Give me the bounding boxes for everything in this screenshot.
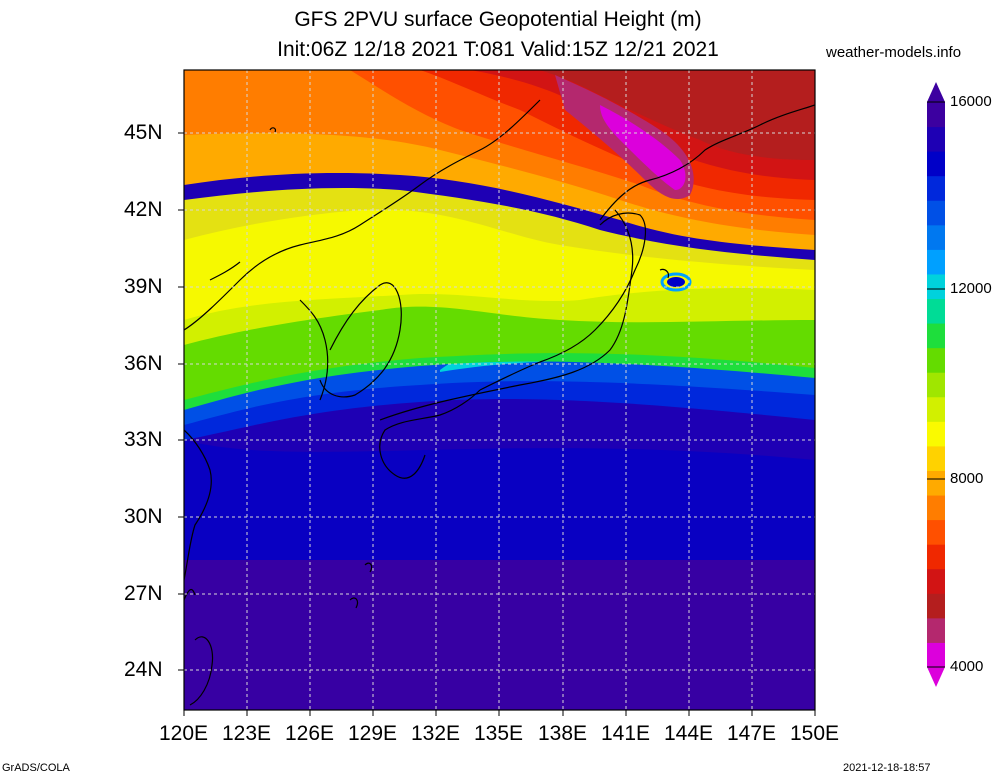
colorbar-segment	[927, 642, 945, 668]
colorbar-segment	[927, 273, 945, 300]
lon-label-150e: 150E	[790, 722, 840, 745]
lat-label-33n: 33N	[124, 428, 163, 451]
lat-label-45n: 45N	[124, 121, 163, 144]
lon-label-144e: 144E	[664, 722, 714, 745]
colorbar-segment	[927, 396, 945, 422]
colorbar-segment	[927, 175, 945, 201]
colorbar-segment	[927, 544, 945, 570]
lat-label-30n: 30N	[124, 505, 163, 528]
lat-label-39n: 39N	[124, 275, 163, 298]
map-title: GFS 2PVU surface Geopotential Height (m)	[294, 8, 702, 31]
lat-label-24n: 24N	[124, 658, 163, 681]
colorbar-segment	[927, 347, 945, 373]
software-credit: GrADS/COLA	[2, 762, 70, 774]
colorbar-segment	[927, 249, 945, 275]
colorbar-segment	[927, 421, 945, 447]
colorbar-segment	[927, 151, 945, 177]
colorbar-segment	[927, 445, 945, 471]
colorbar-segment	[927, 495, 945, 521]
generation-timestamp: 2021-12-18-18:57	[843, 762, 931, 774]
lon-label-135e: 135E	[474, 722, 524, 745]
lat-label-27n: 27N	[124, 582, 163, 605]
colorbar-segment	[927, 102, 945, 128]
colorbar	[927, 82, 945, 687]
lon-label-141e: 141E	[601, 722, 651, 745]
lon-label-126e: 126E	[285, 722, 335, 745]
colorbar-label-4000: 4000	[950, 658, 984, 675]
colorbar-segment	[927, 126, 945, 152]
lon-label-123e: 123E	[222, 722, 272, 745]
lon-label-138e: 138E	[538, 722, 588, 745]
colorbar-segment	[927, 200, 945, 226]
axis-ticks	[178, 132, 816, 716]
colorbar-segment	[927, 470, 945, 496]
lat-label-36n: 36N	[124, 352, 163, 375]
lon-label-132e: 132E	[411, 722, 461, 745]
height-field	[184, 70, 815, 710]
colorbar-label-8000: 8000	[950, 470, 984, 487]
lon-label-147e: 147E	[727, 722, 777, 745]
colorbar-segment	[927, 323, 945, 349]
colorbar-segment	[927, 519, 945, 545]
source-credit: weather-models.info	[826, 44, 962, 61]
gridlines	[184, 70, 815, 710]
colorbar-segment	[927, 224, 945, 250]
colorbar-segment	[927, 617, 945, 643]
lat-label-42n: 42N	[124, 198, 163, 221]
colorbar-low-triangle	[927, 667, 945, 687]
colorbar-ticks	[927, 101, 945, 668]
colorbar-high-triangle	[927, 82, 945, 102]
coastlines	[184, 99, 815, 706]
colorbar-segment	[927, 298, 945, 324]
colorbar-segment	[927, 568, 945, 594]
map-subtitle: Init:06Z 12/18 2021 T:081 Valid:15Z 12/2…	[277, 38, 719, 61]
colorbar-label-12000: 12000	[950, 280, 992, 297]
colorbar-segment	[927, 593, 945, 619]
colorbar-segment	[927, 372, 945, 398]
colorbar-label-16000: 16000	[950, 93, 992, 110]
lon-label-120e: 120E	[159, 722, 209, 745]
lon-label-129e: 129E	[348, 722, 398, 745]
